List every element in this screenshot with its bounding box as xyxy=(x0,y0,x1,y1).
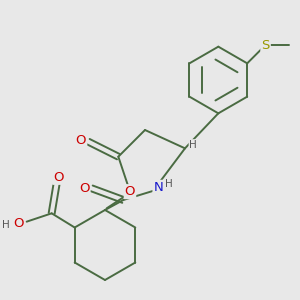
Text: O: O xyxy=(53,171,64,184)
Text: O: O xyxy=(79,182,90,195)
Text: H: H xyxy=(166,179,173,189)
Text: H: H xyxy=(2,220,10,230)
Text: O: O xyxy=(76,134,86,146)
Text: H: H xyxy=(190,140,197,150)
Text: O: O xyxy=(13,217,24,230)
Text: S: S xyxy=(261,38,270,52)
Text: N: N xyxy=(154,181,163,194)
Text: O: O xyxy=(125,185,135,198)
